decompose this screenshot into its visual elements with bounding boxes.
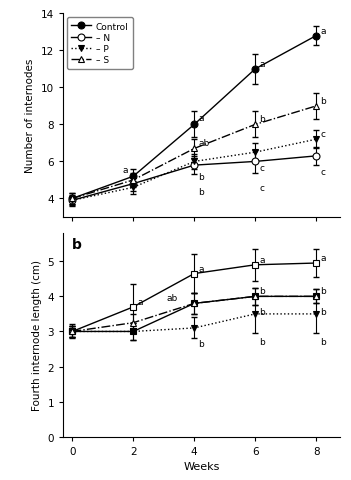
Text: a: a — [198, 264, 204, 273]
Text: a: a — [198, 114, 204, 123]
Text: a: a — [259, 255, 265, 264]
Y-axis label: Number of internodes: Number of internodes — [25, 59, 35, 173]
Text: b: b — [72, 238, 81, 252]
Text: b: b — [320, 337, 326, 347]
Text: b: b — [198, 188, 204, 197]
Text: ab: ab — [166, 294, 178, 303]
Text: a: a — [72, 18, 81, 33]
Text: a: a — [138, 297, 143, 306]
Text: b: b — [320, 287, 326, 296]
Legend: Control, – N, – P, – S: Control, – N, – P, – S — [67, 18, 133, 70]
Text: a: a — [259, 60, 265, 69]
Text: c: c — [320, 130, 325, 139]
X-axis label: Weeks: Weeks — [184, 461, 220, 471]
Text: a: a — [320, 253, 326, 263]
Text: b: b — [259, 337, 265, 347]
Text: b: b — [320, 96, 326, 106]
Text: b: b — [320, 308, 326, 316]
Y-axis label: Fourth internode length (cm): Fourth internode length (cm) — [32, 260, 42, 410]
Text: b: b — [259, 287, 265, 296]
Text: c: c — [259, 164, 264, 173]
Text: b: b — [198, 173, 204, 182]
Text: c: c — [259, 184, 264, 193]
Text: c: c — [320, 168, 325, 176]
Text: a: a — [122, 166, 128, 174]
Text: b: b — [198, 339, 204, 348]
Text: b: b — [259, 115, 265, 124]
Text: ab: ab — [198, 139, 210, 148]
Text: a: a — [320, 26, 326, 36]
Text: b: b — [259, 308, 265, 316]
